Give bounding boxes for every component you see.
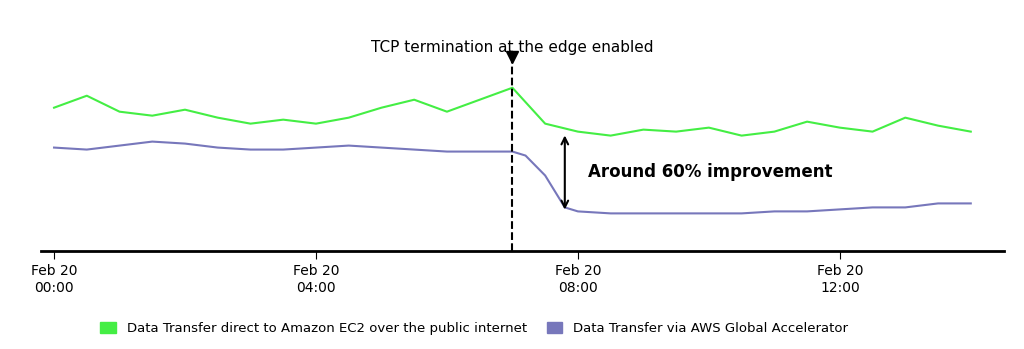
- Text: TCP termination at the edge enabled: TCP termination at the edge enabled: [371, 39, 653, 54]
- Text: Around 60% improvement: Around 60% improvement: [588, 163, 833, 180]
- Legend: Data Transfer direct to Amazon EC2 over the public internet, Data Transfer via A: Data Transfer direct to Amazon EC2 over …: [95, 317, 853, 340]
